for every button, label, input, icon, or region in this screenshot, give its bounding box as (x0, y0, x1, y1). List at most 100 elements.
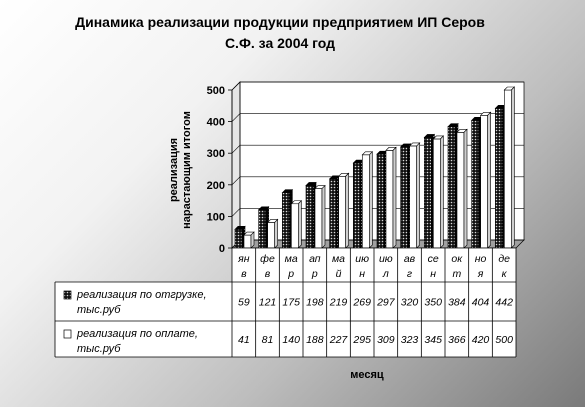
legend-entry: реализация по оплате, (76, 328, 198, 340)
bar-front (234, 229, 243, 249)
x-tick-label: л (382, 268, 389, 280)
bar-side (511, 86, 515, 249)
bar (456, 128, 468, 249)
y-tick-label: 200 (207, 180, 225, 192)
bar-front (504, 89, 512, 249)
y-tick-label: 100 (207, 211, 225, 223)
x-axis-label: месяц (350, 369, 384, 381)
data-label: 350 (424, 297, 442, 309)
bar-front (353, 162, 361, 249)
bar-front (267, 222, 275, 249)
bar-side (416, 142, 420, 249)
x-tick-label: ию (379, 253, 393, 265)
bar-side (369, 151, 373, 249)
legend-key (63, 290, 72, 300)
gridline (231, 113, 241, 122)
bar-front (291, 203, 299, 249)
data-label: 59 (238, 297, 250, 309)
data-label: 81 (262, 334, 274, 346)
bar-side (487, 111, 491, 249)
x-tick-label: й (336, 268, 342, 280)
x-tick-label: в (265, 268, 271, 280)
gridline (231, 208, 241, 217)
data-label: 121 (259, 297, 277, 309)
side-wall (231, 81, 241, 249)
bar-front (400, 146, 408, 249)
bar (376, 150, 388, 249)
x-tick-label: ян (237, 253, 250, 265)
bar (432, 135, 445, 249)
data-label: 420 (472, 334, 490, 346)
bar-side (321, 184, 326, 249)
bar (314, 184, 326, 249)
bar (257, 206, 270, 249)
bar (305, 181, 317, 249)
bar (281, 188, 294, 249)
data-label: 219 (329, 297, 348, 309)
bar-front (480, 114, 488, 249)
x-tick-label: р (287, 268, 294, 280)
x-tick-label: се (428, 253, 439, 265)
x-tick-label: но (475, 253, 487, 265)
bar-side (345, 172, 349, 249)
bar-front (305, 185, 314, 249)
data-label: 500 (495, 334, 513, 346)
bar-front (329, 178, 337, 249)
y-tick-label: 500 (207, 85, 225, 97)
legend-key (63, 329, 72, 339)
bar (266, 218, 279, 249)
x-tick-label: ав (404, 253, 416, 265)
bar-front (282, 192, 290, 249)
data-label: 297 (376, 297, 396, 309)
x-tick-label: ма (332, 253, 345, 265)
x-tick-label: я (477, 268, 484, 280)
bar-front (456, 132, 465, 249)
bar-front (338, 175, 346, 249)
legend-entry: тыс.руб (77, 304, 121, 316)
x-tick-label: ию (355, 253, 369, 265)
x-tick-label: к (502, 268, 508, 280)
data-label: 442 (495, 297, 513, 309)
x-tick-label: фе (260, 253, 275, 265)
x-tick-label: р (311, 268, 318, 280)
data-label: 384 (448, 297, 466, 309)
x-tick-label: н (359, 268, 365, 280)
bar-front (471, 120, 479, 249)
data-table: ян в фе в ма р ап р ма й ию н ию л ав г се н ок т но я де к реал… (54, 247, 517, 358)
bar-front (376, 153, 385, 249)
bar-side (392, 146, 397, 249)
bar-front (385, 150, 394, 249)
x-tick-label: г (407, 268, 412, 280)
data-label: 188 (306, 334, 324, 346)
data-label: 309 (377, 334, 395, 346)
chart-title-line-2: С.Ф. за 2004 год (224, 35, 336, 51)
y-tick-label: 400 (207, 117, 225, 129)
bar (243, 231, 255, 249)
data-label: 198 (306, 297, 324, 309)
x-tick-label: в (241, 268, 247, 280)
bar (399, 143, 412, 249)
bar-side (440, 135, 444, 249)
data-label: 320 (401, 297, 419, 309)
bar (290, 200, 303, 249)
x-tick-label: де (498, 253, 510, 265)
y-tick-label: 300 (207, 148, 225, 160)
data-label: 366 (448, 334, 466, 346)
data-label: 323 (401, 334, 419, 346)
bar (328, 175, 341, 249)
gridline (231, 81, 241, 91)
chart-title: Динамика реализации продукции предприяти… (40, 12, 520, 54)
x-tick-label: ап (309, 253, 321, 265)
x-tick-label: ок (451, 253, 463, 265)
x-tick-label: н (430, 268, 436, 280)
data-label: 404 (472, 297, 490, 309)
axes: 0 100 200 300 400 500 (207, 85, 233, 255)
x-tick-label: ма (285, 253, 298, 265)
bar-front (314, 188, 323, 249)
bar-front (258, 209, 266, 249)
bar (337, 172, 350, 249)
legend-entry: тыс.руб (77, 343, 121, 355)
bar (408, 142, 421, 249)
